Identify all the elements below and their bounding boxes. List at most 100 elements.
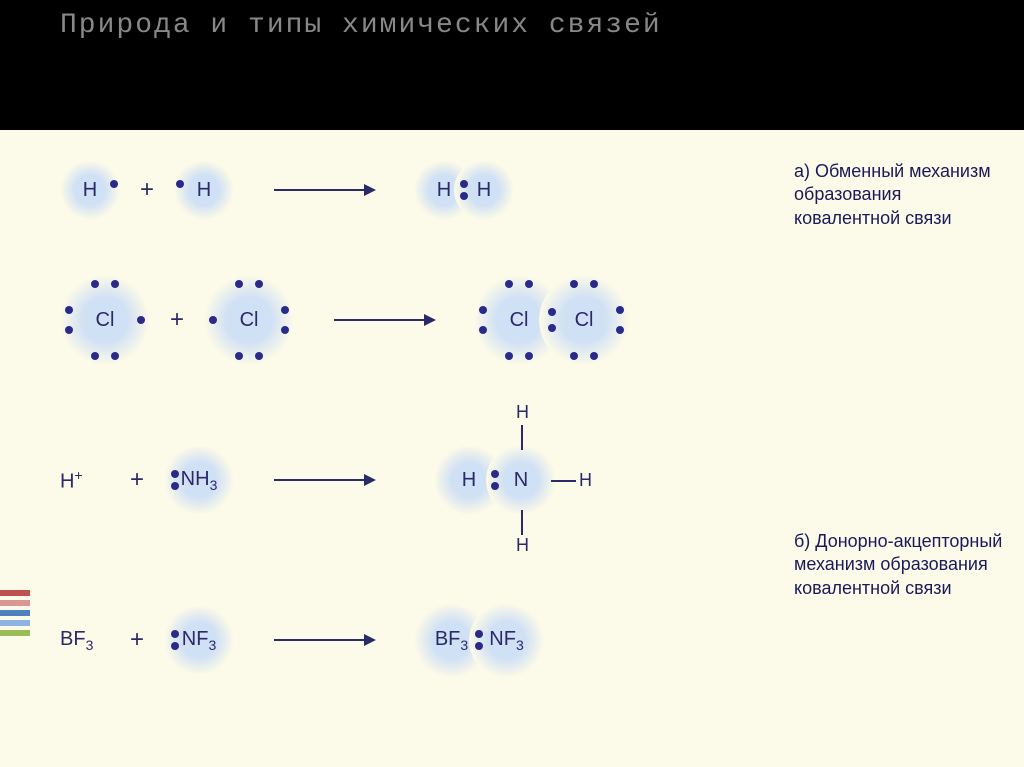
electron [65,326,73,334]
electron [171,482,179,490]
sidebar-bar [0,600,30,606]
nh4-molecule: HNHHH [414,400,614,560]
reactions-panel: H+HHHCl+ClClClH++NH3HNHHHBF3+NF3BF3NF3 [60,140,770,720]
atom-label: NF3 [489,628,523,653]
atom: NF3 [164,605,234,675]
shared-electron [491,470,499,478]
atom-label: Cl [575,309,594,332]
electron [505,280,513,288]
bonded-h: H [579,470,592,491]
atom-label: H [437,179,451,202]
sidebar-bar [0,610,30,616]
atom-label: NF3 [182,628,216,653]
sidebar-color-bars [0,590,30,640]
bonded-h: H [516,535,529,556]
shared-electron [460,180,468,188]
electron [209,316,217,324]
electron [65,306,73,314]
atom: NF3 [469,603,544,678]
reaction-row: H+HHH [60,140,770,240]
atom: H [174,160,234,220]
electron [570,280,578,288]
plus-symbol: + [170,306,184,334]
sidebar-bar [0,620,30,626]
atom-label: N [514,469,528,492]
atom: H [60,160,120,220]
electron [616,326,624,334]
bond-line [551,480,576,482]
atom-label: H [477,179,491,202]
sidebar-bar [0,630,30,636]
molecule: HH [414,160,514,220]
atom: Cl [539,275,629,365]
electron [255,280,263,288]
electron [281,326,289,334]
plus-symbol: + [140,176,154,204]
electron [570,352,578,360]
atom-label: H [462,469,476,492]
electron [525,352,533,360]
atom: H [454,160,514,220]
electron [235,280,243,288]
slide-content: H+HHHCl+ClClClH++NH3HNHHHBF3+NF3BF3NF3 а… [0,130,1024,767]
electron [137,316,145,324]
atom-label: NH3 [181,468,218,493]
atom-label: H [197,179,211,202]
electron [616,306,624,314]
electron [479,306,487,314]
electron [91,352,99,360]
molecule: Cl Cl [474,275,629,365]
reactant-text: H+ [60,467,110,494]
reaction-arrow [334,319,434,321]
atom-label: H [83,179,97,202]
bond-line [521,425,523,450]
atom: NH3 [164,445,234,515]
electron [235,352,243,360]
shared-electron [548,308,556,316]
electron [590,352,598,360]
reaction-arrow [274,639,374,641]
reactant-text: BF3 [60,628,110,653]
shared-electron [491,482,499,490]
electron [110,180,118,188]
electron [479,326,487,334]
molecule: HN [434,445,556,515]
slide-title: Природа и типы химических связей [60,10,964,41]
electron [171,630,179,638]
atom-label: BF3 [435,628,468,653]
electron [91,280,99,288]
atom-label: Cl [240,309,259,332]
reaction-row: BF3 + NF3 BF3 NF3 [60,590,770,690]
atom: Cl [204,275,294,365]
shared-electron [460,192,468,200]
atom: N [486,445,556,515]
sidebar-bar [0,590,30,596]
atom-label: Cl [510,309,529,332]
electron [176,180,184,188]
reaction-row: H++NH3HNHHH [60,400,770,560]
atom: Cl [60,275,150,365]
bonded-h: H [516,402,529,423]
electron [111,352,119,360]
electron [525,280,533,288]
shared-electron [475,630,483,638]
electron [590,280,598,288]
electron [171,470,179,478]
reaction-arrow [274,479,374,481]
electron [281,306,289,314]
plus-symbol: + [130,466,144,494]
shared-electron [548,324,556,332]
electron [505,352,513,360]
shared-electron [475,642,483,650]
slide-header: Природа и типы химических связей [0,0,1024,130]
caption-a: а) Обменный механизм образования ковален… [794,160,1004,230]
electron [255,352,263,360]
plus-symbol: + [130,626,144,654]
reaction-arrow [274,189,374,191]
reaction-row: Cl + Cl Cl Cl [60,270,770,370]
atom-label: Cl [96,309,115,332]
bond-line [521,510,523,535]
molecule: BF3 NF3 [414,603,544,678]
caption-b: б) Донорно-акцепторный механизм образова… [794,530,1004,600]
electron [111,280,119,288]
